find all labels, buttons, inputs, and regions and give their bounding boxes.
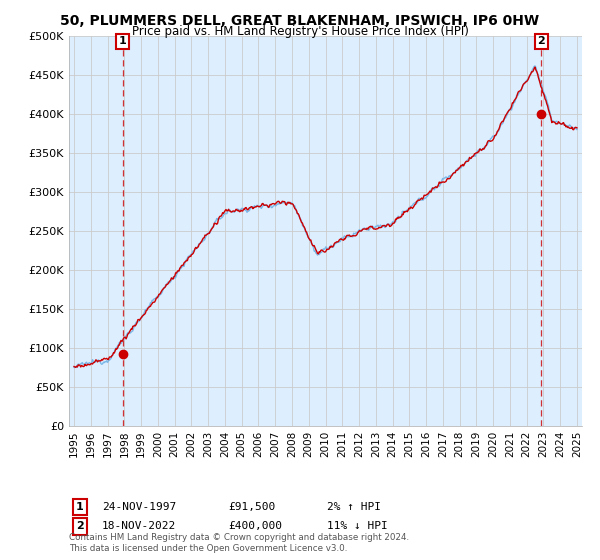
Text: 18-NOV-2022: 18-NOV-2022 [102, 521, 176, 531]
Text: 2: 2 [76, 521, 83, 531]
Text: 11% ↓ HPI: 11% ↓ HPI [327, 521, 388, 531]
Text: 1: 1 [119, 36, 127, 46]
Text: 2: 2 [538, 36, 545, 46]
Text: 1: 1 [76, 502, 83, 512]
Text: 24-NOV-1997: 24-NOV-1997 [102, 502, 176, 512]
Text: 50, PLUMMERS DELL, GREAT BLAKENHAM, IPSWICH, IP6 0HW: 50, PLUMMERS DELL, GREAT BLAKENHAM, IPSW… [61, 14, 539, 28]
Text: Contains HM Land Registry data © Crown copyright and database right 2024.
This d: Contains HM Land Registry data © Crown c… [69, 533, 409, 553]
Text: £400,000: £400,000 [228, 521, 282, 531]
Text: 2% ↑ HPI: 2% ↑ HPI [327, 502, 381, 512]
Text: £91,500: £91,500 [228, 502, 275, 512]
Text: Price paid vs. HM Land Registry's House Price Index (HPI): Price paid vs. HM Land Registry's House … [131, 25, 469, 38]
